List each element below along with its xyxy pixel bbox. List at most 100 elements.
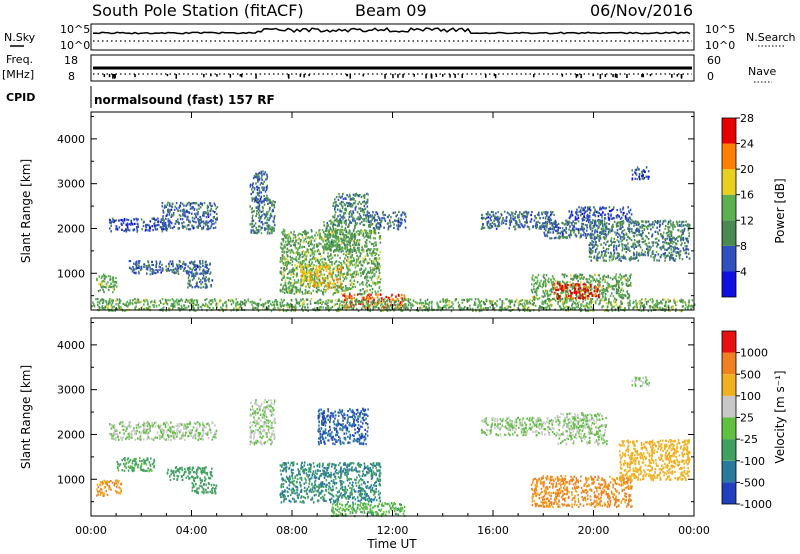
echo-cell (646, 248, 649, 251)
echo-cell (263, 173, 266, 176)
echo-cell (662, 241, 664, 244)
echo-cell (669, 256, 671, 259)
echo-cell (541, 213, 543, 216)
echo-cell (340, 233, 342, 236)
echo-cell (401, 297, 403, 300)
echo-cell (684, 224, 687, 227)
echo-cell (300, 275, 303, 278)
echo-cell (212, 219, 214, 222)
echo-cell (133, 268, 136, 271)
echo-cell (559, 226, 561, 230)
echo-cell (194, 265, 197, 268)
echo-cell (579, 214, 582, 217)
echo-cell (653, 223, 655, 226)
echo-cell (578, 210, 580, 213)
echo-cell (530, 289, 533, 292)
echo-cell (585, 219, 588, 223)
echo-cell (396, 227, 399, 230)
echo-cell (201, 202, 203, 205)
echo-cell (153, 223, 156, 226)
echo-cell (341, 241, 344, 244)
echo-cell (154, 219, 156, 222)
echo-cell (536, 280, 539, 284)
echo-cell (329, 242, 332, 246)
echo-cell (610, 213, 612, 216)
echo-cell (540, 225, 543, 228)
echo-cell (584, 233, 587, 236)
echo-cell (576, 218, 578, 221)
echo-cell (379, 289, 382, 292)
echo-cell (666, 237, 668, 240)
echo-cell (645, 220, 648, 223)
echo-cell (598, 296, 600, 299)
echo-cell (282, 231, 284, 234)
echo-cell (510, 219, 512, 222)
echo-cell (281, 247, 283, 250)
echo-cell (486, 223, 489, 227)
echo-cell (355, 231, 358, 234)
echo-cell (344, 285, 347, 288)
echo-cell (346, 256, 349, 259)
echo-cell (568, 234, 570, 237)
echo-cell (167, 267, 169, 270)
echo-cell (592, 219, 594, 222)
echo-cell (558, 237, 561, 240)
echo-cell (618, 234, 621, 237)
echo-cell (685, 220, 687, 223)
echo-cell (339, 214, 341, 217)
echo-cell (575, 235, 578, 238)
echo-cell (533, 219, 536, 222)
echo-cell (586, 278, 589, 281)
echo-cell (164, 223, 167, 226)
echo-cell (656, 243, 659, 246)
echo-cell (489, 213, 491, 216)
echo-cell (341, 248, 343, 251)
echo-cell (382, 214, 385, 217)
echo-cell (145, 223, 147, 227)
echo-cell (313, 277, 316, 280)
echo-cell (105, 285, 108, 288)
echo-cell (548, 220, 551, 223)
echo-cell (596, 234, 599, 237)
echo-cell (374, 264, 377, 267)
echo-cell (273, 224, 276, 227)
echo-cell (605, 243, 607, 246)
echo-cell (271, 232, 273, 235)
nave-dip (494, 74, 497, 79)
echo-cell (593, 224, 596, 227)
echo-cell (361, 221, 363, 224)
echo-cell (283, 251, 285, 254)
echo-cell (263, 203, 266, 206)
echo-cell (583, 215, 585, 219)
echo-cell (352, 234, 354, 237)
echo-cell (359, 207, 362, 210)
echo-cell (210, 284, 212, 287)
echo-cell (557, 292, 559, 296)
echo-cell (641, 170, 643, 173)
echo-cell (326, 274, 329, 278)
echo-cell (588, 206, 590, 209)
echo-cell (588, 247, 591, 250)
echo-cell (289, 269, 291, 272)
echo-cell (357, 273, 360, 276)
echo-cell (282, 240, 284, 243)
echo-cell (170, 215, 173, 218)
echo-cell (340, 282, 342, 286)
echo-cell (595, 243, 598, 247)
echo-cell (546, 211, 549, 214)
echo-cell (176, 264, 179, 267)
echo-cell (362, 223, 365, 226)
echo-cell (292, 250, 294, 253)
echo-cell (324, 289, 326, 292)
echo-cell (619, 290, 622, 293)
echo-cell (347, 270, 350, 273)
echo-cell (378, 269, 380, 272)
echo-cell (592, 213, 594, 216)
echo-cell (620, 295, 623, 298)
echo-cell (374, 218, 377, 221)
echo-cell (551, 275, 554, 278)
echo-cell (130, 223, 132, 226)
echo-cell (542, 226, 544, 229)
echo-cell (116, 228, 119, 231)
echo-cell (365, 242, 368, 245)
